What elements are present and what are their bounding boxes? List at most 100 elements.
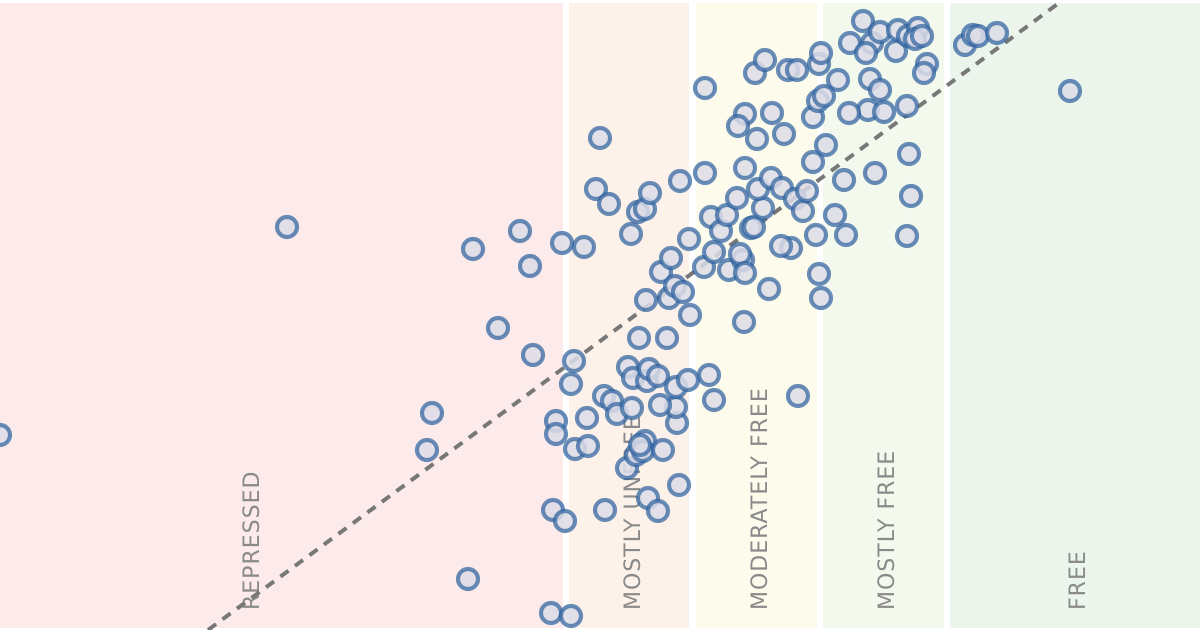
data-point	[714, 202, 740, 228]
data-point	[806, 261, 832, 287]
data-point	[571, 234, 597, 260]
data-point	[965, 23, 991, 49]
data-point	[654, 325, 680, 351]
data-point	[836, 100, 862, 126]
data-point	[752, 47, 778, 73]
data-point	[626, 325, 652, 351]
data-point	[701, 239, 727, 265]
data-point	[790, 198, 816, 224]
data-point	[460, 236, 486, 262]
data-point	[647, 392, 673, 418]
data-point	[803, 222, 829, 248]
data-point	[794, 178, 820, 204]
data-point	[692, 160, 718, 186]
band-label: MOSTLY FREE	[875, 450, 900, 610]
data-point	[756, 276, 782, 302]
data-point	[414, 437, 440, 463]
data-point	[909, 23, 935, 49]
data-point	[984, 20, 1010, 46]
band-label: FREE	[1066, 550, 1091, 610]
data-point	[274, 214, 300, 240]
data-point	[862, 160, 888, 186]
data-point	[822, 202, 848, 228]
data-point	[853, 40, 879, 66]
data-point	[727, 241, 753, 267]
data-point	[731, 309, 757, 335]
data-point	[574, 405, 600, 431]
data-point	[633, 287, 659, 313]
data-point	[667, 168, 693, 194]
data-point	[658, 245, 684, 271]
trend-line	[206, 0, 1065, 630]
data-point	[771, 121, 797, 147]
data-point	[785, 383, 811, 409]
data-point	[894, 93, 920, 119]
data-point	[732, 260, 758, 286]
data-point	[538, 600, 564, 626]
data-point	[1057, 78, 1083, 104]
data-point	[800, 149, 826, 175]
data-point	[850, 8, 876, 34]
data-point	[583, 176, 609, 202]
data-point	[744, 126, 770, 152]
data-point	[592, 497, 618, 523]
data-point	[741, 214, 767, 240]
data-point	[867, 77, 893, 103]
data-point	[618, 221, 644, 247]
data-point	[575, 433, 601, 459]
data-point	[894, 223, 920, 249]
data-point	[701, 387, 727, 413]
data-point	[759, 100, 785, 126]
data-point	[558, 371, 584, 397]
band-moderately-free	[696, 3, 817, 628]
data-point	[724, 185, 750, 211]
data-point	[552, 508, 578, 534]
data-point	[825, 67, 851, 93]
data-point	[596, 191, 622, 217]
data-point	[558, 603, 584, 629]
data-point	[670, 279, 696, 305]
data-point	[696, 362, 722, 388]
data-point	[549, 230, 575, 256]
band-free	[950, 3, 1200, 628]
data-point	[419, 400, 445, 426]
data-point	[811, 83, 837, 109]
data-point	[645, 498, 671, 524]
data-point	[725, 113, 751, 139]
data-point	[650, 437, 676, 463]
band-mostly-unfree	[569, 3, 689, 628]
data-point	[813, 132, 839, 158]
data-point	[732, 155, 758, 181]
data-point	[517, 253, 543, 279]
data-point	[666, 472, 692, 498]
data-point	[784, 57, 810, 83]
data-point	[808, 285, 834, 311]
freedom-bands	[0, 3, 1200, 628]
data-point	[627, 432, 653, 458]
data-point	[543, 421, 569, 447]
data-points	[0, 8, 1083, 629]
data-point	[507, 218, 533, 244]
band-label: MODERATELY FREE	[748, 387, 773, 610]
data-point	[768, 233, 794, 259]
band-repressed	[0, 3, 563, 628]
data-point	[750, 195, 776, 221]
data-point	[0, 422, 13, 448]
data-point	[676, 226, 702, 252]
data-point	[455, 566, 481, 592]
data-point	[896, 141, 922, 167]
data-point	[911, 60, 937, 86]
data-point	[808, 40, 834, 66]
data-point	[871, 99, 897, 125]
data-point	[520, 342, 546, 368]
data-point	[833, 222, 859, 248]
data-point	[645, 363, 671, 389]
data-point	[831, 167, 857, 193]
data-point	[619, 395, 645, 421]
data-point	[485, 315, 511, 341]
data-point	[677, 302, 703, 328]
data-point	[898, 183, 924, 209]
data-point	[587, 125, 613, 151]
data-point	[637, 180, 663, 206]
